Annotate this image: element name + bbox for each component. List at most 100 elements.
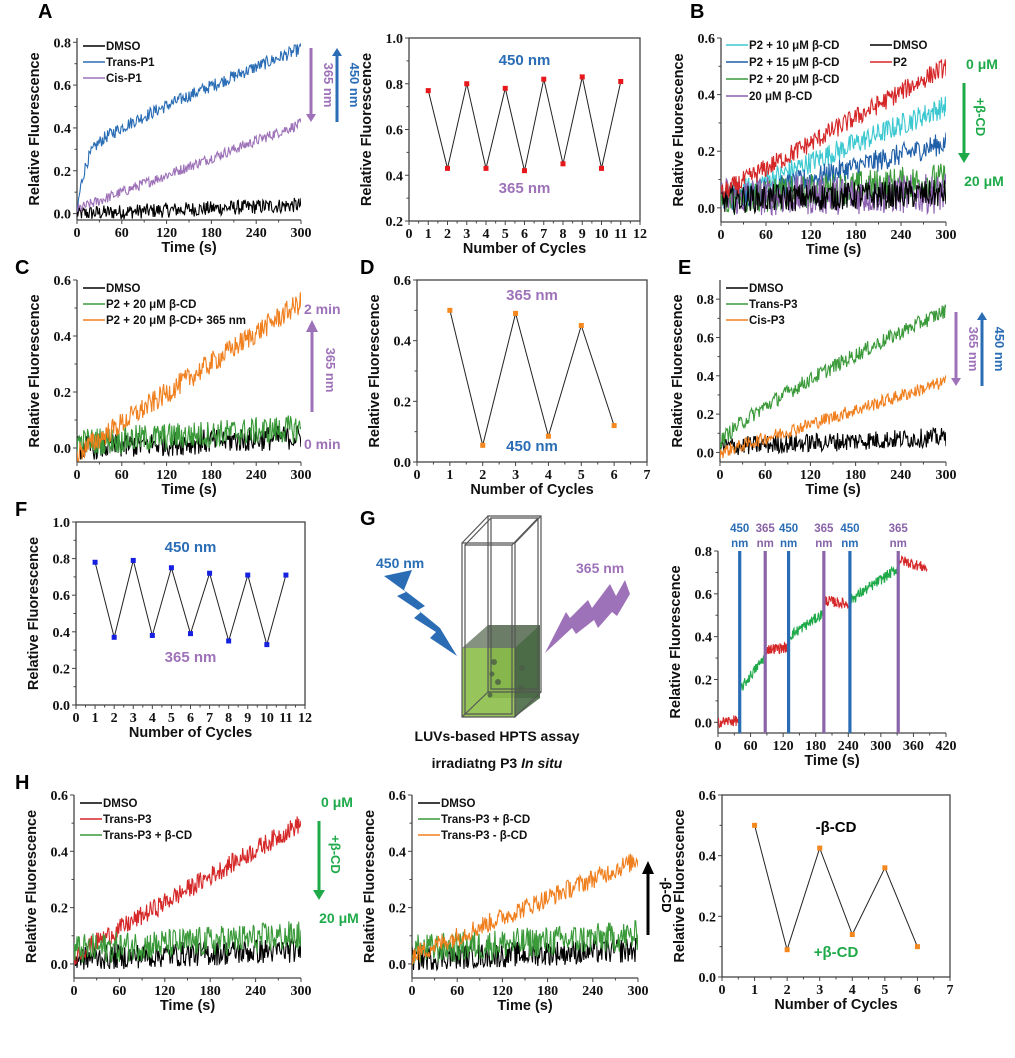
x-tick-label: 240	[890, 468, 911, 483]
panel-letter-d: D	[360, 257, 374, 279]
chart-h3: 0 1 2 3 4 5 6 7 0.0 0.2 0.4 0.6 Number of Cycles Rela…	[672, 789, 954, 1013]
x-tick-label: 7	[206, 711, 213, 726]
x-tick-label: 60	[115, 226, 129, 241]
series-line-trans-p3	[74, 816, 301, 965]
x-tick-label: 4	[483, 227, 490, 242]
y-tick-label: 0.0	[698, 202, 716, 217]
x-tick-label: 300	[291, 468, 312, 483]
kinetic-segment	[739, 652, 766, 692]
cuvette-glass	[461, 515, 542, 718]
light-label-365: 365 nm	[576, 560, 624, 576]
legend-label: Trans-P3	[103, 814, 152, 826]
data-point	[502, 85, 508, 91]
marker-label-unit: nm	[731, 538, 748, 550]
annotation-minus-beta-cd: -β-CD	[659, 877, 674, 912]
y-axis-label: Relative Fluorescence	[670, 294, 686, 447]
x-tick-label: 240	[245, 984, 266, 999]
cycle-annotation: -β-CD	[816, 819, 857, 836]
data-point	[611, 423, 617, 429]
x-tick-label: 0	[718, 228, 725, 243]
data-point	[522, 168, 527, 174]
x-tick-label: 0	[74, 468, 81, 483]
arrowhead-down-icon	[313, 890, 325, 900]
x-tick-label: 300	[291, 984, 312, 999]
annotations: 0 μM +β-CD 20 μM	[958, 56, 1004, 189]
annotations: 2 min 365 nm 0 min	[304, 301, 341, 452]
chart-d: 0 1 2 3 4 5 6 7 0.0 0.2 0.4 0.6 Number of Cycles Rela…	[367, 274, 651, 498]
y-axis-label: Relative Fluorescence	[26, 537, 42, 690]
x-axis-label: Time (s)	[161, 482, 217, 498]
chart-g: 0 60 120 180 240 300 360 420 0.0 0.2 0.4 0.6 0.8 Time…	[668, 523, 957, 769]
x-tick-label: 5	[168, 711, 175, 726]
marker-label-unit: nm	[815, 538, 832, 550]
y-tick-label: 0.0	[394, 456, 412, 471]
legend-label: DMSO	[106, 41, 141, 53]
x-tick-label: 11	[279, 711, 292, 726]
chart-h2: 0 60 120 180 240 300 0.0 0.2 0.4 0.6 Time (s) Relat…	[362, 789, 674, 1014]
y-tick-label: 0.0	[695, 716, 713, 731]
x-tick-label: 7	[947, 983, 954, 998]
cycle-annotation: 450 nm	[165, 539, 217, 556]
y-tick-label: 0.6	[697, 331, 715, 346]
y-tick-label: 0.0	[53, 699, 71, 714]
data-point	[207, 570, 213, 576]
legend-label: DMSO	[749, 283, 784, 295]
panel-letter-g: G	[360, 508, 376, 530]
x-tick-label: 240	[246, 468, 267, 483]
data-point	[882, 865, 888, 871]
x-axis-label: Number of Cycles	[463, 241, 586, 257]
annotations: 365 nm 450 nm	[306, 48, 362, 122]
y-tick-label: 1.0	[386, 32, 404, 47]
legend-label: P2 + 15 μM β-CD	[749, 57, 839, 69]
x-tick-label: 3	[512, 468, 519, 483]
series-line-trans-p3-cd	[412, 920, 638, 964]
data-point	[578, 323, 584, 328]
y-tick-label: 0.2	[394, 395, 412, 410]
cycle-annotation: 450 nm	[499, 52, 551, 69]
annotations: -β-CD	[642, 861, 674, 935]
panel-letter-h: H	[15, 772, 29, 794]
x-tick-label: 300	[291, 226, 312, 241]
data-point	[245, 572, 251, 578]
legend-label: P2 + 10 μM β-CD	[749, 40, 839, 52]
x-tick-label: 180	[846, 228, 867, 243]
x-tick-label: 0	[414, 468, 421, 483]
marker-label-wavelength: 450	[840, 523, 859, 535]
x-tick-label: 60	[758, 468, 772, 483]
x-tick-label: 240	[891, 228, 912, 243]
x-axis-label: Time (s)	[497, 998, 553, 1014]
data-point	[111, 634, 117, 640]
chart-h1: 0 60 120 180 240 300 0.0 0.2 0.4 0.6 Time (s) Relat…	[24, 789, 359, 1014]
x-tick-label: 120	[801, 228, 822, 243]
x-tick-label: 10	[260, 711, 274, 726]
x-tick-label: 120	[156, 468, 177, 483]
legend-label: P2	[893, 57, 907, 69]
marker-label-wavelength: 365	[814, 523, 834, 535]
x-tick-label: 0	[715, 739, 722, 754]
data-point	[752, 822, 758, 828]
x-tick-label: 60	[112, 984, 126, 999]
data-point	[149, 632, 155, 638]
plot-frame	[416, 279, 648, 463]
data-point	[483, 165, 489, 171]
y-tick-label: 0.4	[53, 626, 71, 641]
panel-letter-e: E	[678, 257, 691, 279]
x-axis-label: Time (s)	[160, 998, 216, 1014]
x-tick-label: 180	[805, 739, 826, 754]
marker-label-unit: nm	[780, 538, 797, 550]
chart-e: 0 60 120 180 240 300 0.0 0.2 0.4 0.6 0.8 Time (s) Re…	[670, 280, 1007, 498]
data-point	[541, 76, 547, 82]
annotation-beta-cd: +β-CD	[328, 835, 343, 874]
y-axis-label: Relative Fluorescence	[359, 53, 375, 206]
x-tick-label: 5	[578, 468, 585, 483]
y-tick-label: 0.8	[697, 293, 715, 308]
legend-label: Cis-P1	[106, 73, 142, 85]
chart-a1: 0 60 120 180 240 300 0.0 0.2 0.4 0.6 0.8 Time (s) Re…	[27, 36, 362, 256]
legend-label: Cis-P3	[749, 315, 785, 327]
legend: DMSO P2 + 20 μM β-CD P2 + 20 μM β-CD+ 365 …	[83, 283, 246, 327]
series-line-p2-20-m-cd-365-nm	[77, 292, 301, 462]
x-tick-label: 360	[903, 739, 924, 754]
x-tick-label: 0	[74, 226, 81, 241]
